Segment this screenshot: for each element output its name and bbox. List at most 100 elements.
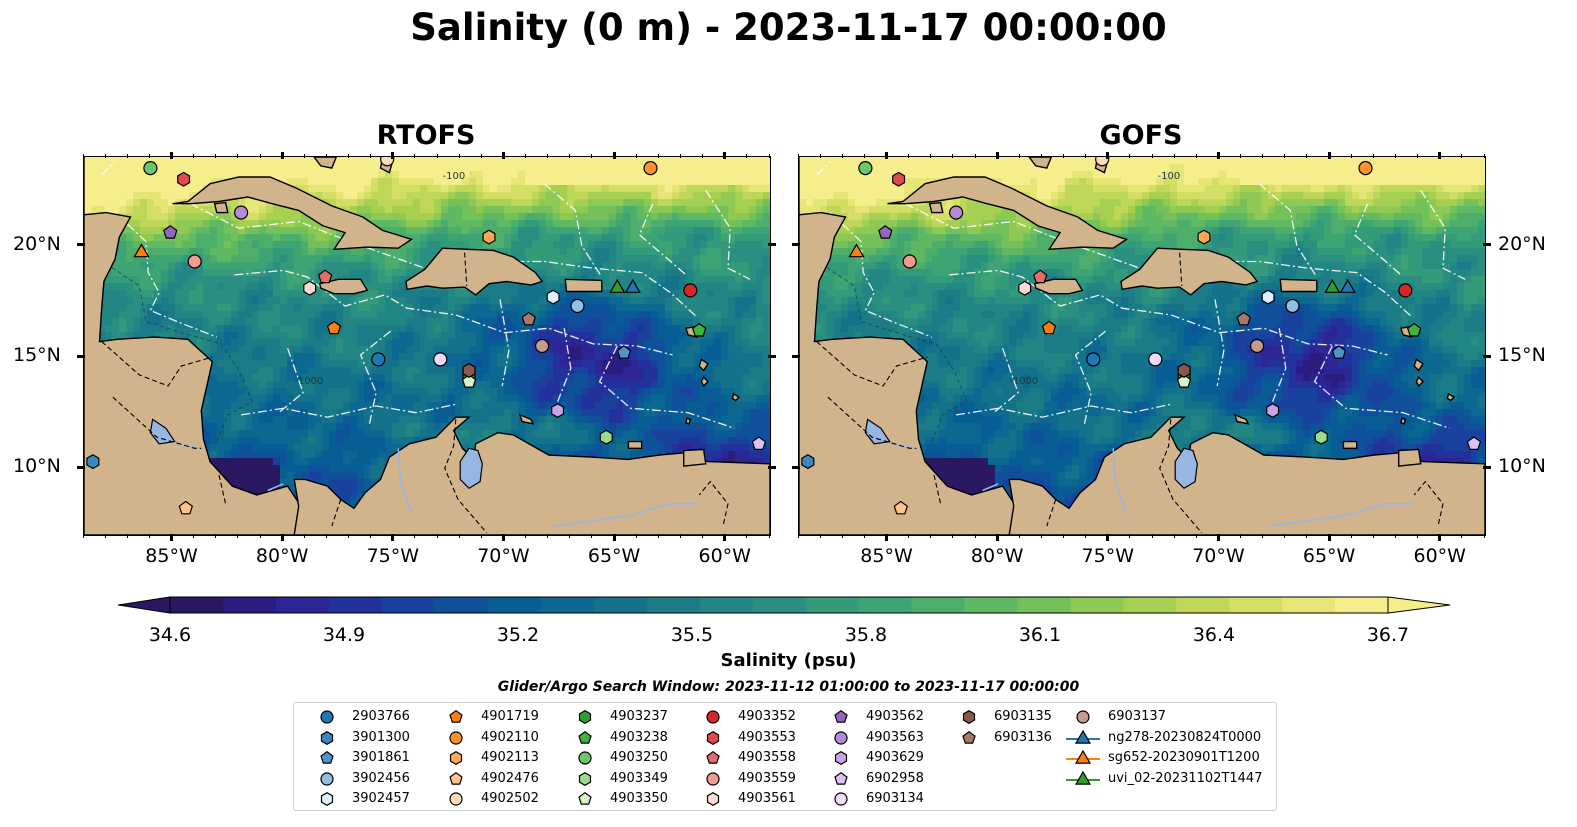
- gofs-land-lesser-antilles-2: [1413, 358, 1424, 372]
- minor-tick: [1284, 534, 1286, 538]
- minor-tick: [1173, 154, 1175, 158]
- panel-title-rtofs: RTOFS: [376, 120, 476, 151]
- gofs-eez-boundary: [816, 160, 831, 176]
- legend-label: 4903561: [738, 791, 796, 806]
- lat-tick: [792, 243, 800, 247]
- minor-tick: [908, 534, 910, 538]
- legend-label: 6903135: [994, 709, 1052, 724]
- map-rtofs: -1000 -100: [83, 156, 771, 536]
- legend-label: 4903238: [610, 729, 668, 745]
- minor-tick: [458, 534, 460, 538]
- rtofs-land-central-america: [84, 157, 302, 535]
- minor-tick: [1085, 154, 1087, 158]
- gofs-marker-4903559: [902, 254, 917, 269]
- minor-tick: [104, 154, 106, 158]
- lat-tick: [1483, 243, 1491, 247]
- gofs-eez-boundary: [1214, 299, 1225, 387]
- minor-tick: [259, 534, 261, 538]
- legend-marker: [449, 709, 463, 723]
- minor-tick: [591, 154, 593, 158]
- minor-tick: [547, 154, 549, 158]
- legend-label: uvi_02-20231102T1447: [1108, 770, 1263, 786]
- minor-tick: [1195, 154, 1197, 158]
- minor-tick: [237, 534, 239, 538]
- colorbar-tick-label: 36.1: [1018, 624, 1062, 646]
- rtofs-land-lesser-antilles-2: [698, 358, 709, 372]
- gofs-land-bahamas-1: [1028, 157, 1053, 169]
- gofs-bathymetry-contour: [820, 263, 968, 442]
- colorbar-extend-min: [118, 596, 171, 614]
- legend-label: 6903136: [994, 729, 1052, 745]
- rtofs-river: [552, 503, 700, 527]
- minor-tick: [1461, 534, 1463, 538]
- gofs-lat-label: 20°N: [1498, 232, 1546, 255]
- gofs-marker-4903352: [1398, 283, 1413, 298]
- gofs-marker-3901861: [1331, 345, 1347, 359]
- gofs-land-trinidad: [1398, 448, 1422, 467]
- gofs-eez-boundary: [955, 403, 1174, 418]
- minor-tick: [952, 534, 954, 538]
- minor-tick: [1262, 154, 1264, 158]
- legend-marker: [578, 791, 592, 805]
- lat-tick: [792, 465, 800, 469]
- legend-marker: [449, 771, 463, 785]
- legend-label: 4903563: [866, 729, 924, 745]
- rtofs-marker-6903134: [433, 352, 448, 367]
- gofs-lon-label: 85°W: [860, 545, 913, 567]
- rtofs-marker-4903559: [187, 254, 202, 269]
- gofs-country-border: [816, 341, 928, 387]
- minor-tick: [303, 534, 305, 538]
- minor-tick: [930, 534, 932, 538]
- gofs-marker-6903136: [1236, 311, 1252, 326]
- minor-tick: [480, 534, 482, 538]
- rtofs-lake-nicaragua: [149, 418, 176, 445]
- lat-tick: [768, 465, 776, 469]
- legend-marker: [320, 730, 334, 745]
- rtofs-lon-label: 65°W: [587, 545, 641, 567]
- rtofs-marker-4903558: [317, 269, 333, 284]
- minor-tick: [1262, 534, 1264, 538]
- legend-marker: [1074, 749, 1092, 764]
- minor-tick: [325, 534, 327, 538]
- rtofs-marker-4903562: [163, 225, 178, 239]
- colorbar-segment: [381, 597, 436, 613]
- minor-tick: [1417, 534, 1419, 538]
- rtofs-land-margarita: [627, 440, 643, 449]
- gofs-land-lesser-antilles-5: [1400, 417, 1407, 425]
- minor-tick: [768, 154, 770, 158]
- colorbar-segment: [858, 597, 912, 613]
- minor-tick: [1483, 534, 1485, 538]
- colorbar-segment: [752, 597, 806, 613]
- minor-tick: [436, 534, 438, 538]
- rtofs-eez-boundary: [359, 329, 393, 424]
- gofs-marker-ng278-20230824T0000: [1339, 278, 1356, 293]
- minor-tick: [348, 534, 350, 538]
- colorbar-tick-label: 36.4: [1192, 624, 1236, 646]
- gofs-country-border: [1413, 480, 1444, 525]
- rtofs-lon-label: 80°W: [255, 545, 309, 567]
- minor-tick: [1328, 154, 1330, 158]
- minor-tick: [1063, 154, 1065, 158]
- gofs-land-puerto-rico: [1279, 278, 1318, 293]
- legend-label: 4903237: [610, 709, 668, 724]
- rtofs-marker-3902457: [546, 289, 560, 305]
- rtofs-marker-3901300: [86, 454, 100, 470]
- minor-tick: [502, 534, 504, 538]
- gofs-marker-4902502: [1095, 157, 1110, 167]
- legend-label: 4903629: [866, 750, 924, 765]
- lat-tick: [1483, 465, 1491, 469]
- minor-tick: [193, 534, 195, 538]
- gofs-marker-6902958: [1466, 436, 1482, 450]
- legend-label: 4903559: [738, 770, 796, 786]
- gofs-marker-2903766: [1086, 352, 1101, 367]
- lat-tick: [792, 354, 800, 358]
- legend-marker: [449, 751, 463, 765]
- minor-tick: [635, 534, 637, 538]
- legend-marker: [962, 730, 976, 744]
- legend-label: 6903134: [866, 791, 924, 806]
- minor-tick: [215, 534, 217, 538]
- colorbar-segment: [275, 597, 330, 613]
- minor-tick: [724, 154, 726, 158]
- minor-tick: [237, 154, 239, 158]
- rtofs-marker-4903629: [551, 403, 565, 418]
